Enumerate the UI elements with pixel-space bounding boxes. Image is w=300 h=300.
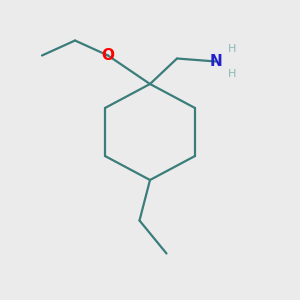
Text: H: H: [228, 69, 237, 80]
Text: O: O: [101, 48, 115, 63]
Text: N: N: [210, 54, 222, 69]
Text: H: H: [228, 44, 237, 54]
